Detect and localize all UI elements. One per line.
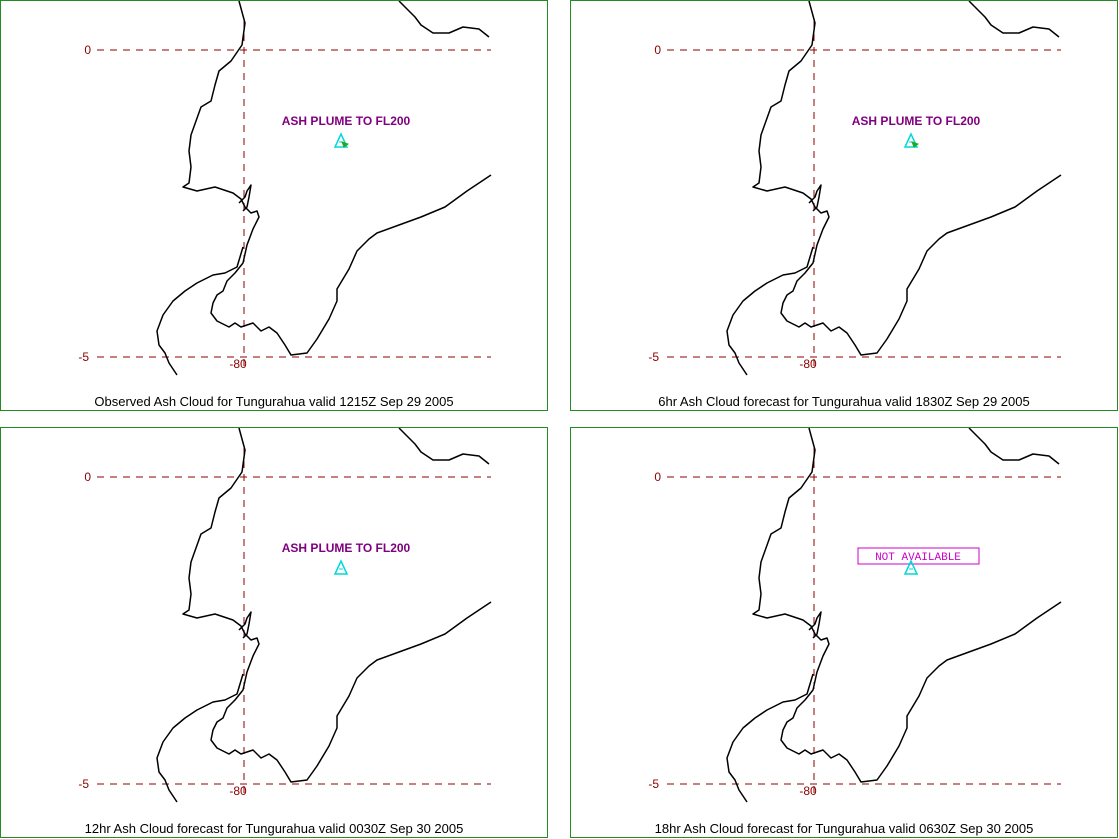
ash-plume-label: ASH PLUME TO FL200 [282, 541, 411, 555]
coastline-south [156, 246, 244, 376]
border-north [968, 1, 1060, 38]
map-panel: 0 -5 -80 ASH PLUME TO FL200 Observed Ash Clo… [0, 0, 548, 411]
ash-plume-shape [911, 141, 920, 148]
triangle-icon [903, 559, 919, 575]
coastline-island [808, 184, 822, 212]
lon-label: -80 [799, 784, 817, 798]
coastline-island [238, 611, 252, 639]
coastline-main [182, 428, 492, 783]
lat-label-top: 0 [654, 470, 661, 484]
coastline-main [752, 1, 1062, 356]
lon-label: -80 [229, 357, 247, 371]
border-north [968, 428, 1060, 465]
triangle-icon [333, 559, 349, 575]
border-north [398, 428, 490, 465]
panel-caption: Observed Ash Cloud for Tungurahua valid … [94, 394, 454, 409]
lat-label-top: 0 [84, 43, 91, 57]
panel-caption: 6hr Ash Cloud forecast for Tungurahua va… [658, 394, 1030, 409]
coastline-island [238, 184, 252, 212]
map-panel: 0 -5 -80 ASH PLUME TO FL200 6hr Ash Cloud fo… [570, 0, 1118, 411]
lon-label: -80 [229, 784, 247, 798]
coastline-south [726, 246, 814, 376]
map-canvas: 0 -5 -80 NOT AVAILABLE [648, 428, 1062, 803]
triangle-icon [333, 132, 349, 148]
panel-caption: 12hr Ash Cloud forecast for Tungurahua v… [84, 821, 464, 836]
ash-plume-shape [341, 141, 350, 148]
coastline-south [726, 673, 814, 803]
ash-plume-label: ASH PLUME TO FL200 [852, 114, 981, 128]
lat-label-top: 0 [654, 43, 661, 57]
not-available-box [857, 547, 980, 565]
lon-label: -80 [799, 357, 817, 371]
map-canvas: 0 -5 -80 ASH PLUME TO FL200 [648, 1, 1062, 376]
lat-label-bottom: -5 [648, 777, 659, 791]
lat-label-bottom: -5 [78, 777, 89, 791]
map-panel: 0 -5 -80 ASH PLUME TO FL200 12hr Ash Cloud f… [0, 427, 548, 838]
map-canvas: 0 -5 -80 ASH PLUME TO FL200 [78, 1, 492, 376]
triangle-icon [903, 132, 919, 148]
coastline-south [156, 673, 244, 803]
coastline-main [752, 428, 1062, 783]
lat-label-bottom: -5 [648, 350, 659, 364]
border-north [398, 1, 490, 38]
map-canvas: 0 -5 -80 ASH PLUME TO FL200 [78, 428, 492, 803]
ash-plume-label: ASH PLUME TO FL200 [282, 114, 411, 128]
not-available-label: NOT AVAILABLE [875, 552, 961, 564]
coastline-island [808, 611, 822, 639]
lat-label-bottom: -5 [78, 350, 89, 364]
coastline-main [182, 1, 492, 356]
panel-caption: 18hr Ash Cloud forecast for Tungurahua v… [654, 821, 1034, 836]
map-panel: 0 -5 -80 NOT AVAILABLE 18hr Ash Cloud foreca… [570, 427, 1118, 838]
lat-label-top: 0 [84, 470, 91, 484]
